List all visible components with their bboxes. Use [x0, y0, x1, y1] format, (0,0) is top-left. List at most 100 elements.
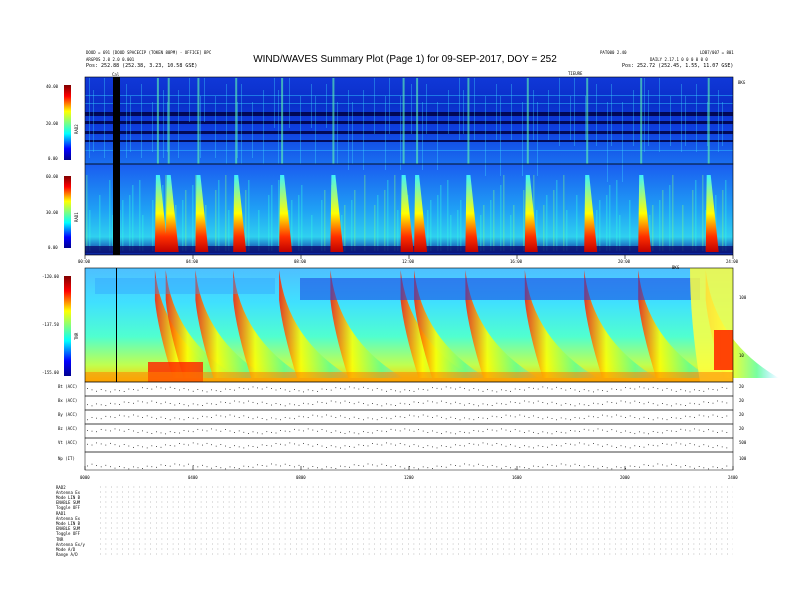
rad1-streak	[182, 200, 184, 251]
footer-line: Antenna Ex/y	[56, 542, 85, 547]
mfi-point	[128, 468, 130, 470]
mfi-point	[519, 430, 521, 432]
mfi-point	[459, 465, 461, 467]
mfi-point	[330, 389, 332, 391]
mfi-point	[284, 417, 286, 418]
mfi-point	[183, 419, 185, 421]
mfi-point	[160, 387, 162, 389]
header-left-2: ARGPOS 2.0 2.0 0.001	[86, 57, 135, 62]
mfi-point	[422, 389, 424, 390]
mfi-point	[307, 467, 309, 469]
mfi-point	[160, 403, 162, 405]
mfi-point	[386, 403, 387, 405]
mfi-point	[634, 433, 636, 435]
mfi-point	[501, 389, 502, 391]
mfi-point	[372, 389, 373, 391]
mfi-point	[225, 429, 226, 430]
mfi-point	[427, 432, 429, 433]
mfi-point	[514, 416, 516, 418]
mfi-point	[261, 465, 263, 466]
mfi-point	[91, 444, 93, 446]
header-right-3: Pos: 252.72 (252.45, 1.55, 11.07 GSE)	[622, 63, 734, 69]
mfi-point	[510, 467, 511, 469]
mfi-point	[703, 401, 705, 403]
mfi-point	[399, 442, 401, 444]
footer-line: Mode LIN B	[56, 495, 81, 500]
mfi-point	[229, 389, 231, 390]
mfi-point	[459, 403, 461, 405]
mfi-point	[464, 463, 465, 465]
mfi-point	[620, 432, 622, 433]
mfi-point	[128, 388, 130, 390]
mfi-point	[303, 416, 304, 418]
rad1-streak	[364, 175, 366, 251]
mfi-row	[84, 423, 734, 439]
mfi-point	[703, 430, 705, 432]
mfi-point	[634, 400, 636, 402]
tnr-burst	[233, 270, 307, 378]
mfi-point	[252, 466, 254, 468]
mfi-point	[363, 419, 364, 421]
mfi-point	[698, 429, 700, 431]
mfi-point	[192, 403, 194, 405]
mfi-point	[160, 464, 162, 466]
mfi-point	[238, 446, 240, 448]
mfi-point	[726, 447, 728, 449]
mfi-point	[271, 463, 272, 465]
mfi-point	[220, 430, 222, 432]
rad1-streak	[374, 205, 376, 251]
mfi-point	[556, 465, 557, 467]
rad2-tick-mid: 20.00	[46, 121, 59, 126]
mfi-point	[179, 389, 180, 391]
mfi-row	[84, 437, 734, 453]
mfi-point	[399, 430, 401, 432]
mfi-point	[404, 417, 406, 418]
mfi-point	[726, 431, 728, 433]
mfi-point	[381, 417, 383, 418]
mfi-point	[666, 419, 668, 421]
mfi-point	[588, 405, 590, 406]
rad2-streak	[570, 96, 571, 140]
mfi-point	[225, 388, 226, 390]
rad2-streak	[274, 78, 275, 128]
mfi-point	[496, 391, 498, 393]
mfi-point	[220, 444, 222, 445]
mfi-point	[671, 444, 672, 446]
mfi-point	[657, 431, 659, 433]
mfi-point	[317, 390, 318, 392]
mfi-point	[243, 447, 245, 449]
cal-bar	[113, 77, 120, 255]
mfi-point	[404, 428, 406, 430]
rad1-streak	[450, 215, 452, 251]
mfi-point	[206, 402, 208, 404]
mfi-point	[133, 446, 134, 448]
mfi-point	[206, 466, 208, 468]
mfi-point	[100, 389, 102, 390]
footer-line: Mode A/D	[56, 547, 76, 552]
mfi-point	[496, 416, 498, 418]
mfi-point	[294, 389, 295, 391]
mfi-point	[418, 429, 419, 431]
mfi-point	[694, 416, 695, 418]
mfi-right-vt: 500	[739, 440, 747, 445]
mfi-point	[570, 404, 571, 406]
mfi-point	[271, 445, 272, 447]
time-tick-2: 08:00	[294, 259, 307, 264]
mfi-point	[717, 432, 718, 433]
tnr-tick-mid: -137.50	[42, 322, 59, 327]
rad1-streak	[384, 190, 386, 251]
rad1-streak	[619, 215, 621, 251]
mfi-point	[404, 444, 406, 446]
mfi-point	[110, 430, 111, 432]
mfi-point	[708, 429, 709, 431]
rad2-burst	[467, 78, 470, 164]
mfi-point	[662, 418, 663, 420]
mfi-point	[427, 467, 429, 469]
rad1-burst	[400, 175, 414, 252]
mfi-point	[505, 429, 507, 431]
mfi-point	[455, 433, 456, 435]
mfi-point	[422, 430, 424, 432]
mfi-point	[280, 443, 281, 445]
mfi-point	[528, 417, 530, 418]
footer-line: RAD2	[56, 485, 66, 490]
